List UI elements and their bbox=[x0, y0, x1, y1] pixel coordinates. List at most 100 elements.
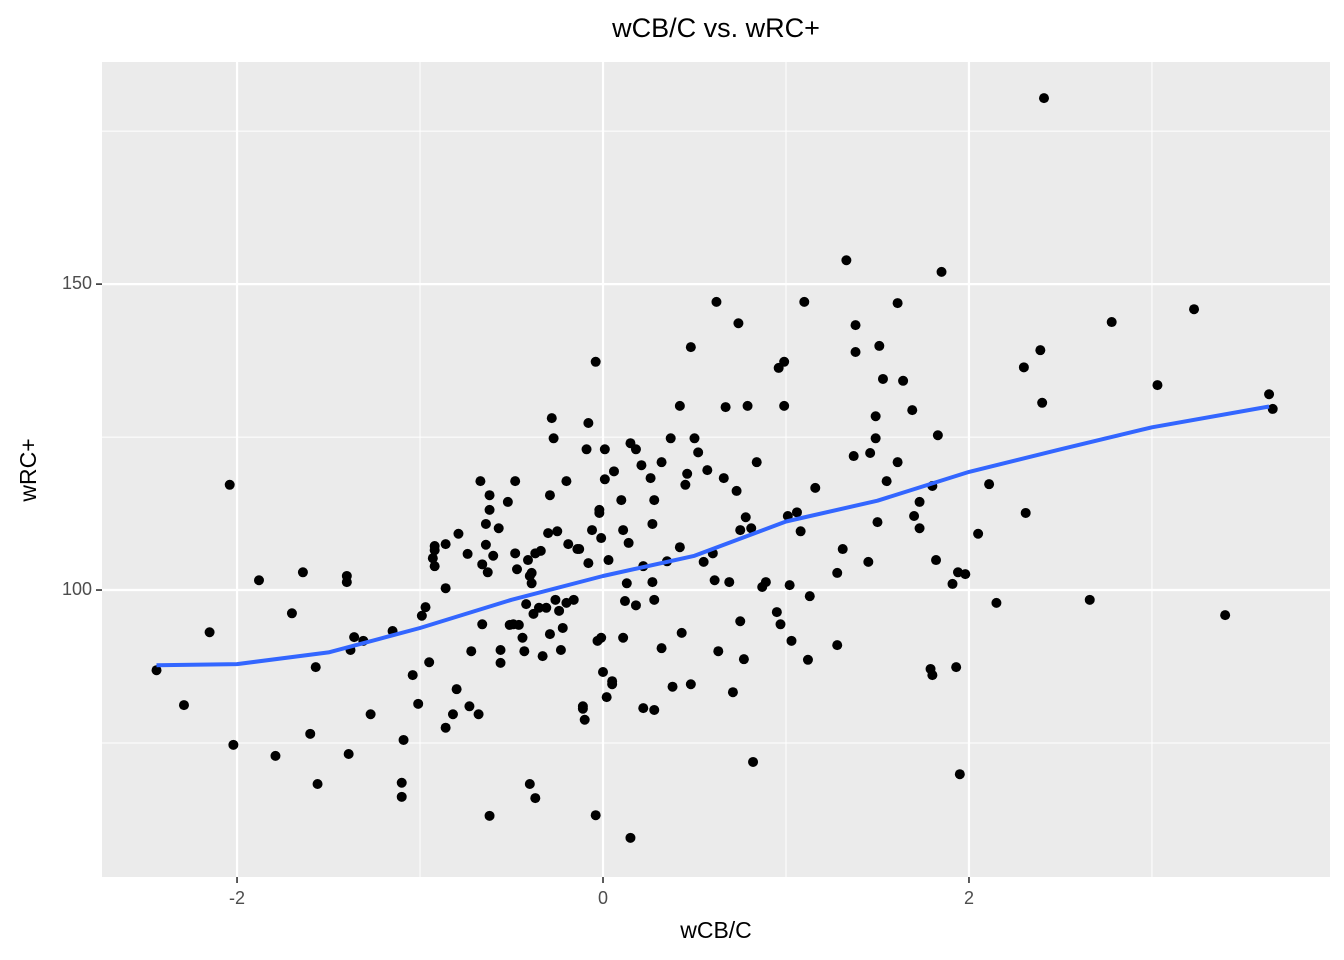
point bbox=[530, 793, 541, 804]
point bbox=[748, 756, 759, 767]
point bbox=[760, 577, 771, 588]
point bbox=[881, 476, 892, 487]
point bbox=[630, 600, 641, 611]
point bbox=[674, 400, 685, 411]
point bbox=[872, 517, 883, 528]
point bbox=[420, 602, 431, 613]
x-tick-label: 0 bbox=[598, 888, 608, 908]
point bbox=[510, 476, 521, 487]
point bbox=[693, 447, 704, 458]
point bbox=[1189, 304, 1200, 315]
point bbox=[599, 444, 610, 455]
point bbox=[594, 504, 605, 515]
point bbox=[286, 608, 297, 619]
point bbox=[462, 548, 473, 559]
point bbox=[466, 646, 477, 657]
point bbox=[413, 698, 424, 709]
point bbox=[477, 619, 488, 630]
point bbox=[832, 640, 843, 651]
point bbox=[702, 465, 713, 476]
point bbox=[510, 548, 521, 559]
point bbox=[616, 495, 627, 506]
point bbox=[546, 413, 557, 424]
point bbox=[224, 479, 235, 490]
point bbox=[537, 651, 548, 662]
point bbox=[178, 700, 189, 711]
point bbox=[473, 709, 484, 720]
y-axis-label: wRC+ bbox=[15, 438, 41, 502]
point bbox=[484, 810, 495, 821]
point bbox=[493, 523, 504, 534]
point bbox=[548, 433, 559, 444]
point bbox=[495, 644, 506, 655]
point bbox=[973, 528, 984, 539]
point bbox=[1106, 317, 1117, 328]
point bbox=[343, 749, 354, 760]
point bbox=[596, 533, 607, 544]
point bbox=[619, 596, 630, 607]
point bbox=[1084, 594, 1095, 605]
point bbox=[850, 347, 861, 358]
point bbox=[270, 750, 281, 761]
point bbox=[682, 468, 693, 479]
point bbox=[742, 400, 753, 411]
point bbox=[513, 619, 524, 630]
point bbox=[440, 722, 451, 733]
point bbox=[667, 681, 678, 692]
y-tick-label: 150 bbox=[62, 273, 92, 293]
point bbox=[447, 709, 458, 720]
point bbox=[440, 583, 451, 594]
point bbox=[228, 739, 239, 750]
point bbox=[1264, 389, 1275, 400]
point bbox=[802, 654, 813, 665]
point bbox=[587, 525, 598, 536]
point bbox=[795, 526, 806, 537]
point bbox=[960, 569, 971, 580]
point bbox=[1035, 345, 1046, 356]
point bbox=[863, 556, 874, 567]
point bbox=[630, 444, 641, 455]
point bbox=[398, 734, 409, 745]
point bbox=[647, 518, 658, 529]
point bbox=[429, 561, 440, 572]
point bbox=[735, 525, 746, 536]
point bbox=[521, 599, 532, 610]
point bbox=[1037, 397, 1048, 408]
point bbox=[724, 577, 735, 588]
point bbox=[305, 728, 316, 739]
point bbox=[544, 629, 555, 640]
x-tick-label: -2 bbox=[229, 888, 245, 908]
point bbox=[870, 411, 881, 422]
point bbox=[310, 662, 321, 673]
point bbox=[984, 479, 995, 490]
point bbox=[477, 559, 488, 570]
point bbox=[850, 320, 861, 331]
point bbox=[804, 591, 815, 602]
point bbox=[544, 490, 555, 501]
point bbox=[909, 511, 920, 522]
point bbox=[914, 496, 925, 507]
point bbox=[253, 575, 264, 586]
point bbox=[563, 539, 574, 550]
point bbox=[665, 433, 676, 444]
point bbox=[740, 512, 751, 523]
point bbox=[488, 550, 499, 561]
point bbox=[608, 466, 619, 477]
point bbox=[680, 479, 691, 490]
point bbox=[453, 528, 464, 539]
point bbox=[561, 476, 572, 487]
point bbox=[649, 594, 660, 605]
point bbox=[475, 476, 486, 487]
point bbox=[341, 577, 352, 588]
point bbox=[877, 373, 888, 384]
point bbox=[349, 632, 360, 643]
point bbox=[526, 578, 537, 589]
point bbox=[731, 485, 742, 496]
point bbox=[674, 542, 685, 553]
point bbox=[618, 632, 629, 643]
point bbox=[735, 616, 746, 627]
point bbox=[927, 670, 938, 681]
point bbox=[590, 356, 601, 367]
point bbox=[407, 670, 418, 681]
point bbox=[541, 602, 552, 613]
